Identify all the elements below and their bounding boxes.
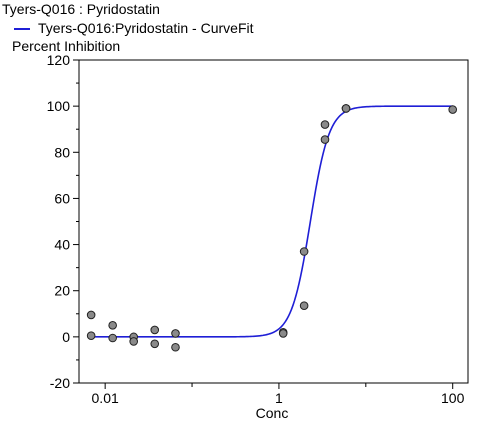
data-point [299, 301, 309, 311]
data-point [108, 321, 117, 330]
curve-fit-line [91, 105, 453, 338]
y-tick-label: 0 [62, 329, 70, 345]
x-axis: 0.01 1 100 [92, 383, 465, 406]
data-points-series [86, 104, 458, 352]
y-tick-label: 100 [47, 98, 71, 114]
x-tick-label: 1 [275, 390, 283, 406]
x-tick-label: 0.01 [92, 390, 119, 406]
y-tick-label: 60 [54, 190, 70, 206]
y-axis: -20 0 20 40 60 80 100 120 [47, 52, 79, 391]
y-tick-label: -20 [50, 375, 70, 391]
x-tick-label: 100 [441, 390, 465, 406]
y-tick-label: 120 [47, 52, 71, 68]
data-point [171, 342, 180, 352]
data-point [150, 339, 160, 349]
data-point [320, 135, 330, 144]
data-point [86, 310, 96, 320]
legend-curvefit-label: Tyers-Q016:Pyridostatin - CurveFit [38, 20, 254, 36]
data-point [86, 331, 96, 341]
y-tick-label: 40 [54, 237, 70, 253]
data-point [150, 325, 160, 335]
chart-title: Tyers-Q016 : Pyridostatin [2, 1, 160, 17]
data-point [278, 329, 288, 338]
y-tick-label: 20 [54, 283, 70, 299]
data-point [171, 329, 180, 338]
x-axis-label: Conc [256, 405, 289, 421]
data-point [129, 337, 138, 346]
plot-frame [78, 59, 469, 384]
data-point [108, 333, 117, 343]
y-tick-label: 80 [54, 144, 70, 160]
y-axis-label: Percent Inhibition [12, 38, 120, 54]
data-point [320, 120, 330, 129]
data-point [448, 105, 458, 114]
data-point [299, 247, 309, 256]
data-point [341, 104, 351, 113]
curve-fit-series [91, 105, 453, 338]
